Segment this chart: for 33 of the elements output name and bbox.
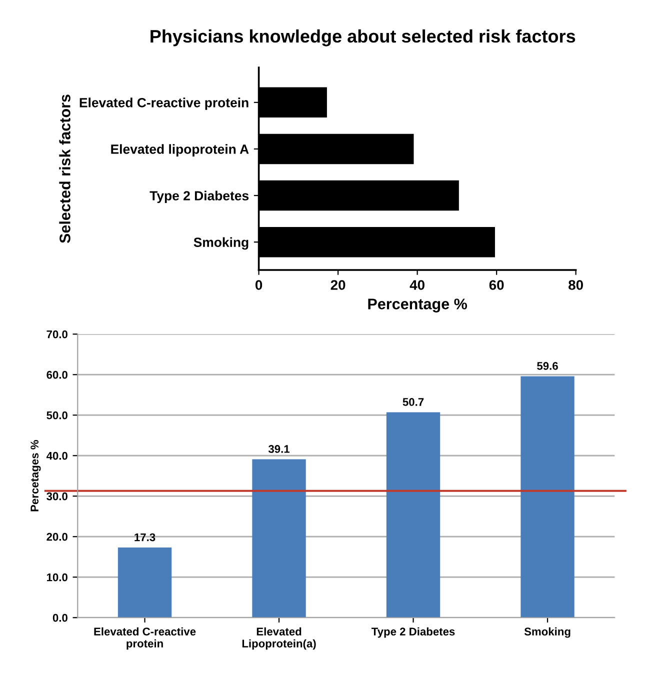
x-tick-label: 0 (255, 280, 262, 290)
y-tick-label: Type 2 Diabetes (150, 190, 249, 204)
x-tick-label: Elevated C-reactive protein (94, 627, 196, 650)
bar (252, 459, 306, 618)
x-tick-label: Elevated Lipoprotein(a) (242, 627, 316, 650)
data-label: 17.3 (134, 533, 156, 542)
y-tick-label: 10.0 (46, 573, 68, 582)
x-axis-title: Percentage % (368, 298, 468, 312)
y-tick-label: 0.0 (52, 614, 68, 622)
y-axis-title: Percetages % (30, 440, 41, 512)
x-tick-label: 60 (489, 280, 504, 290)
y-axis-title: Selected risk factors (59, 94, 70, 244)
y-tick-label: 50.0 (46, 411, 68, 420)
data-label: 50.7 (402, 398, 424, 406)
bar (520, 376, 574, 618)
y-tick-label: Elevated C-reactive protein (80, 98, 248, 110)
x-tick-label: 80 (568, 280, 583, 290)
y-tick-label: 70.0 (46, 330, 68, 338)
x-tick-label: 20 (330, 280, 346, 290)
data-label: 59.6 (537, 362, 558, 370)
bar (386, 412, 440, 618)
y-tick-label: 60.0 (46, 370, 68, 379)
y-tick-label: Elevated lipoprotein A (111, 144, 249, 156)
y-tick-label: 20.0 (46, 532, 68, 541)
y-tick-label: Smoking (194, 237, 248, 250)
bar (118, 548, 172, 618)
x-tick-label: Smoking (524, 627, 570, 638)
x-tick-label: Type 2 Diabetes (372, 627, 455, 638)
chart-title: Physicians knowledge about selected risk factors (150, 29, 576, 46)
y-tick-label: 30.0 (46, 492, 68, 500)
y-tick-label: 40.0 (46, 452, 68, 460)
x-tick-label: 40 (410, 280, 424, 290)
data-label: 39.1 (268, 445, 290, 453)
